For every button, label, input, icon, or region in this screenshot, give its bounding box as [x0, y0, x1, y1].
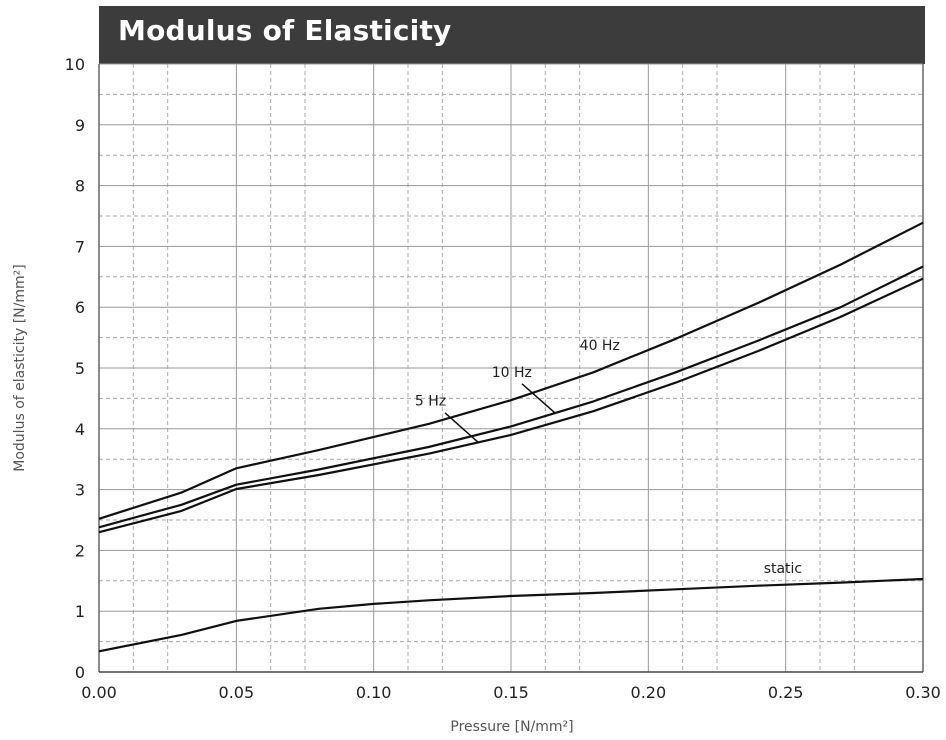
series-leader-line: [521, 383, 556, 414]
y-tick-label: 4: [75, 420, 85, 439]
series-lines: [98, 221, 924, 653]
x-tick-label: 0.10: [356, 683, 392, 702]
x-tick-label: 0.25: [768, 683, 804, 702]
y-tick-label: 2: [75, 541, 85, 560]
series-labels: 40 Hz 10 Hz 5 Hz static: [415, 338, 802, 577]
y-tick-label: 9: [75, 116, 85, 135]
x-tick-label: 0.00: [81, 683, 117, 702]
series-line-40-hz: [98, 221, 924, 520]
y-tick-label: 3: [75, 481, 85, 500]
series-line-5-hz: [98, 277, 924, 534]
chart-title: Modulus of Elasticity: [118, 14, 452, 47]
y-tick-label: 1: [75, 602, 85, 621]
chart-title-bar: [99, 6, 925, 64]
y-tick-label: 7: [75, 237, 85, 256]
y-tick-label: 10: [65, 55, 85, 74]
x-tick-label: 0.15: [493, 683, 529, 702]
series-label-static: static: [764, 561, 802, 577]
series-label-5-hz: 5 Hz: [415, 394, 446, 410]
series-label-40-hz: 40 Hz: [580, 338, 620, 354]
axes: 0 1 2 3 4 5 6 7 8 9 10 0.00 0.05 0.10 0.15 0.20 0.25 0.30: [65, 55, 941, 702]
y-tick-label: 5: [75, 359, 85, 378]
y-tick-label: 6: [75, 298, 85, 317]
x-tick-label: 0.05: [219, 683, 255, 702]
y-axis-label: Modulus of elasticity [N/mm²]: [12, 264, 28, 471]
x-tick-label: 0.20: [631, 683, 667, 702]
y-tick-label: 0: [75, 663, 85, 682]
series-label-10-hz: 10 Hz: [492, 365, 532, 381]
series-line-static: [98, 577, 924, 653]
x-tick-label: 0.30: [905, 683, 941, 702]
series-line-10-hz: [98, 265, 924, 529]
x-axis-label: Pressure [N/mm²]: [450, 719, 573, 735]
y-tick-label: 8: [75, 177, 85, 196]
series-leader-line: [444, 412, 479, 443]
